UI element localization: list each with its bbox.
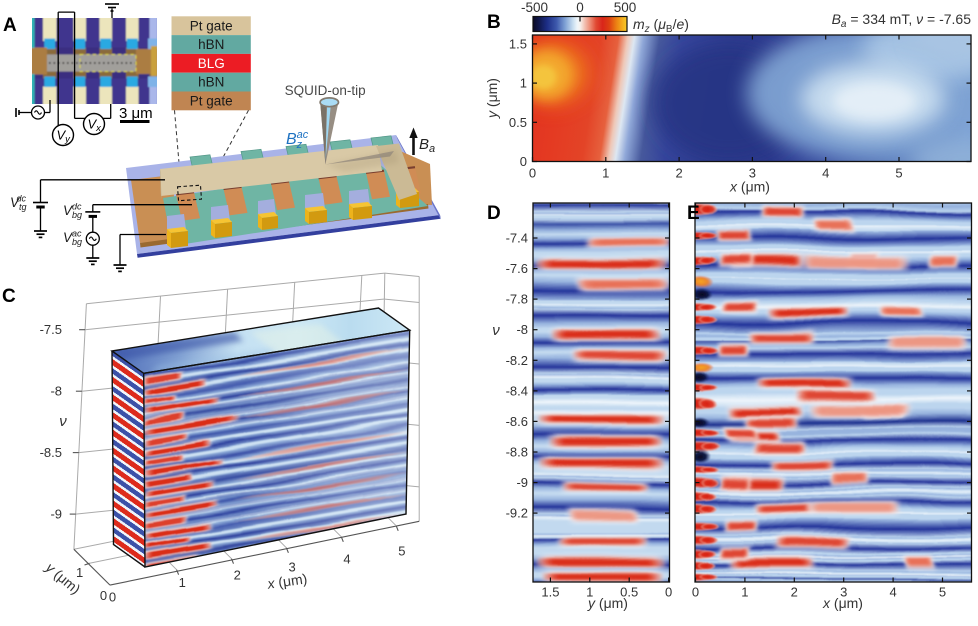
svg-text:1.5: 1.5 xyxy=(509,36,527,51)
svg-text:mz (μB/e): mz (μB/e) xyxy=(633,16,689,35)
svg-text:A: A xyxy=(3,15,17,36)
svg-text:-8.2: -8.2 xyxy=(506,353,528,368)
svg-text:3: 3 xyxy=(840,585,847,600)
svg-text:BLG: BLG xyxy=(198,56,225,71)
svg-text:B: B xyxy=(487,12,501,33)
svg-text:0: 0 xyxy=(576,0,584,15)
svg-text:Vbgdc: Vbgdc xyxy=(63,202,82,221)
svg-text:x (μm): x (μm) xyxy=(265,570,308,592)
svg-text:1: 1 xyxy=(520,76,527,91)
svg-text:-8: -8 xyxy=(50,384,62,399)
svg-text:5: 5 xyxy=(895,166,902,181)
svg-text:Vy: Vy xyxy=(57,128,72,146)
svg-text:Pt gate: Pt gate xyxy=(190,94,233,109)
svg-text:500: 500 xyxy=(614,0,637,15)
svg-text:-8.8: -8.8 xyxy=(506,445,528,460)
svg-text:4: 4 xyxy=(822,166,829,181)
svg-text:0.5: 0.5 xyxy=(509,115,527,130)
svg-text:Vx: Vx xyxy=(88,117,103,135)
svg-text:-500: -500 xyxy=(521,0,548,15)
svg-text:4: 4 xyxy=(889,585,896,600)
svg-text:3 μm: 3 μm xyxy=(119,105,153,122)
svg-text:5: 5 xyxy=(398,544,405,559)
svg-text:1: 1 xyxy=(741,585,748,600)
svg-text:1: 1 xyxy=(586,585,593,600)
svg-text:1.5: 1.5 xyxy=(541,585,559,600)
svg-text:-9.2: -9.2 xyxy=(506,506,528,521)
svg-text:3: 3 xyxy=(288,559,295,574)
svg-text:ν: ν xyxy=(492,322,500,339)
svg-text:C: C xyxy=(2,286,16,307)
svg-text:Bzac: Bzac xyxy=(286,129,309,151)
svg-text:0: 0 xyxy=(100,588,107,603)
svg-text:Vtgdc: Vtgdc xyxy=(10,194,27,213)
svg-text:Vbgac: Vbgac xyxy=(63,229,82,248)
svg-text:5: 5 xyxy=(939,585,946,600)
svg-text:E: E xyxy=(687,203,700,224)
svg-text:-7.5: -7.5 xyxy=(40,322,62,337)
svg-text:-8.5: -8.5 xyxy=(40,445,62,460)
svg-text:Pt gate: Pt gate xyxy=(190,18,233,33)
svg-text:1: 1 xyxy=(602,166,609,181)
svg-text:ν: ν xyxy=(59,413,67,430)
svg-text:hBN: hBN xyxy=(198,37,224,52)
svg-text:-9: -9 xyxy=(516,475,528,490)
svg-text:Ba: Ba xyxy=(419,136,435,155)
svg-text:-7.8: -7.8 xyxy=(506,292,528,307)
svg-text:-8.4: -8.4 xyxy=(506,383,528,398)
svg-text:0: 0 xyxy=(529,166,536,181)
svg-text:SQUID-on-tip: SQUID-on-tip xyxy=(285,83,366,98)
svg-text:2: 2 xyxy=(791,585,798,600)
svg-text:1: 1 xyxy=(76,565,83,580)
svg-text:2: 2 xyxy=(234,567,241,582)
svg-text:x (μm): x (μm) xyxy=(822,595,863,611)
svg-text:1: 1 xyxy=(179,575,186,590)
svg-text:-9: -9 xyxy=(50,507,62,522)
svg-text:y (μm): y (μm) xyxy=(587,595,628,611)
svg-text:-8: -8 xyxy=(516,322,528,337)
svg-text:Ba = 334 mT, ν = -7.65: Ba = 334 mT, ν = -7.65 xyxy=(832,11,972,30)
svg-text:-8.6: -8.6 xyxy=(506,414,528,429)
svg-text:hBN: hBN xyxy=(198,75,224,90)
svg-text:-7.4: -7.4 xyxy=(506,231,528,246)
svg-text:3: 3 xyxy=(749,166,756,181)
svg-text:0.5: 0.5 xyxy=(620,585,638,600)
svg-text:2: 2 xyxy=(675,166,682,181)
svg-text:0: 0 xyxy=(665,585,672,600)
svg-text:0: 0 xyxy=(692,585,699,600)
svg-text:D: D xyxy=(487,203,501,224)
svg-text:y (μm): y (μm) xyxy=(484,78,500,119)
svg-text:x (μm): x (μm) xyxy=(729,179,770,195)
svg-text:0: 0 xyxy=(109,590,116,605)
svg-text:4: 4 xyxy=(343,552,350,567)
svg-text:-7.6: -7.6 xyxy=(506,261,528,276)
svg-text:0: 0 xyxy=(520,154,527,169)
